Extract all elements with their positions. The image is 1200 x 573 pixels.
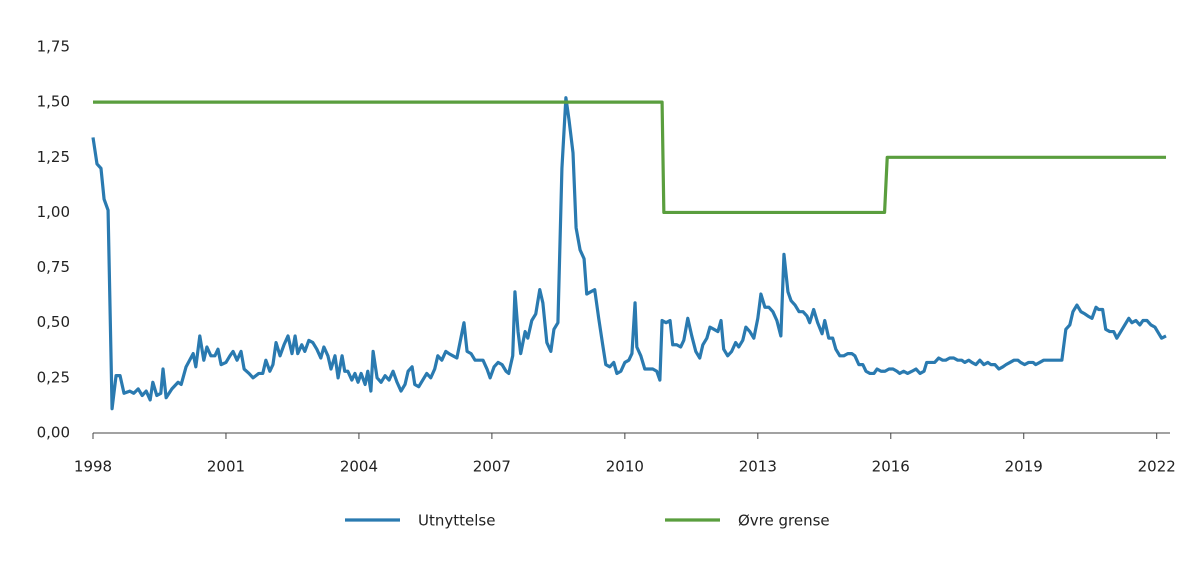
y-tick-label: 0,75	[37, 258, 70, 276]
x-tick-label: 2007	[473, 458, 511, 476]
series-line	[91, 96, 1167, 411]
y-tick-label: 1,25	[37, 148, 70, 166]
x-tick-label: 1998	[74, 458, 112, 476]
x-tick-label: 2013	[739, 458, 777, 476]
y-tick-label: 1,75	[37, 38, 70, 56]
series-line	[93, 100, 1167, 215]
x-tick-label: 2022	[1138, 458, 1176, 476]
x-tick-label: 2010	[606, 458, 644, 476]
legend-label: Utnyttelse	[418, 512, 495, 530]
x-tick-label: 2019	[1005, 458, 1043, 476]
y-tick-label: 1,50	[37, 93, 70, 111]
x-tick-label: 2016	[872, 458, 910, 476]
legend-label: Øvre grense	[738, 512, 830, 530]
y-tick-label: 1,00	[37, 203, 70, 221]
x-tick-label: 2004	[340, 458, 378, 476]
y-tick-label: 0,00	[37, 424, 70, 442]
y-tick-label: 0,25	[37, 368, 70, 386]
y-tick-label: 0,50	[37, 313, 70, 331]
x-tick-label: 2001	[207, 458, 245, 476]
